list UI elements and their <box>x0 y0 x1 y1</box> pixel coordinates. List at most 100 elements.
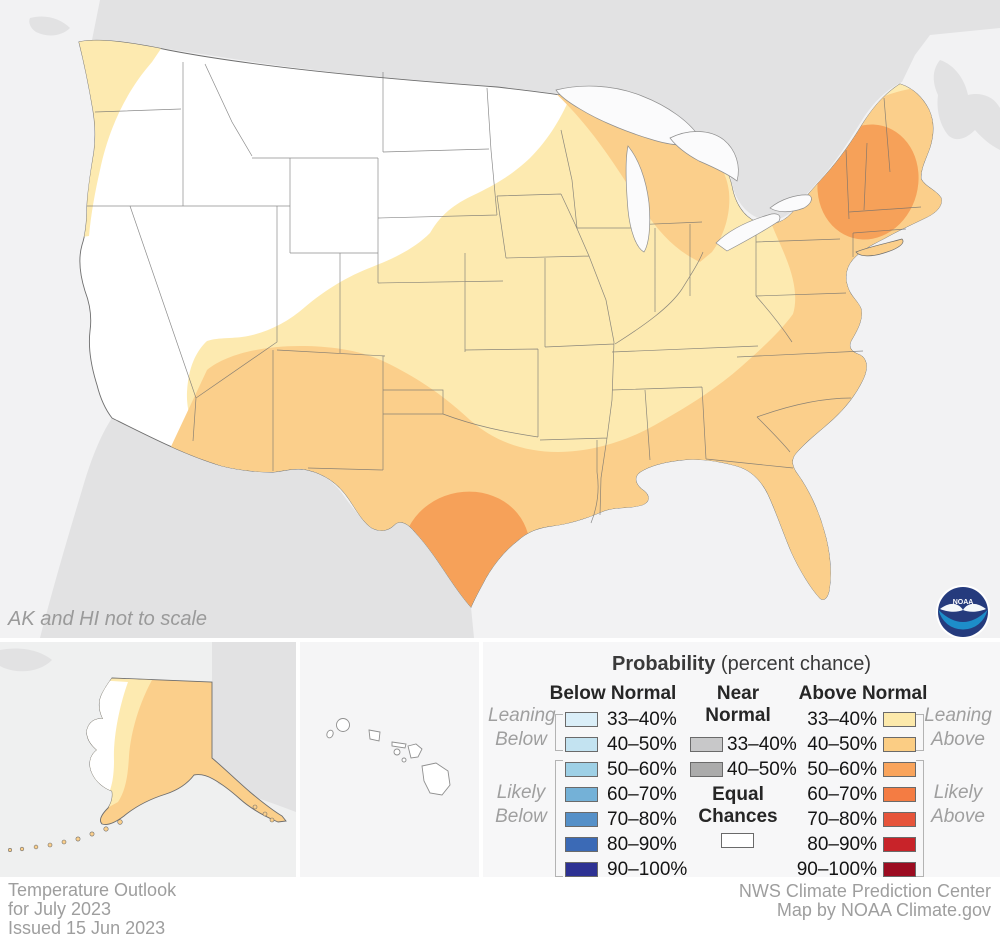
above-swatch-70-80 <box>883 812 916 827</box>
alaska-inset <box>0 642 296 877</box>
near-swatch-33-40 <box>690 737 723 752</box>
above-swatch-90-100 <box>883 862 916 877</box>
likely-below-bracket <box>555 760 563 877</box>
lake-ontario <box>769 194 812 213</box>
near-label-40-50: 40–50% <box>727 759 797 780</box>
footer-source: NWS Climate Prediction Center <box>738 881 991 901</box>
noaa-seagull-icon <box>940 603 986 612</box>
leaning-below-label: Leaning Below <box>488 704 556 752</box>
leaning-below-bracket <box>555 714 563 751</box>
mexico <box>40 418 474 638</box>
near-swatch-40-50 <box>690 762 723 777</box>
state-borders <box>87 62 922 524</box>
footer-mapby: Map by NOAA Climate.gov <box>776 900 991 920</box>
noaa-logo: NOAA <box>936 585 990 639</box>
neighbor-land <box>29 0 1000 638</box>
lake-huron <box>669 131 739 182</box>
near-header-line2: Normal <box>705 705 771 726</box>
oahu-island <box>368 729 381 742</box>
noaa-logo-blue <box>938 610 988 630</box>
below-label-40-50: 40–50% <box>607 734 677 755</box>
below-label-50-60: 50–60% <box>607 759 677 780</box>
hawaiian-islands <box>326 718 451 796</box>
likely-above-label: Likely Above <box>922 781 994 829</box>
above-label-70-80: 70–80% <box>807 809 877 830</box>
lake-michigan <box>625 145 651 253</box>
below-swatch-90-100 <box>565 862 598 877</box>
equal-chances-line2: Chances <box>698 806 778 827</box>
below-normal-header: Below Normal <box>549 683 677 704</box>
niihau-island <box>326 729 334 739</box>
below-swatch-80-90 <box>565 837 598 852</box>
above-swatch-80-90 <box>883 837 916 852</box>
footer-title: Temperature Outlook <box>8 880 177 900</box>
equal-chances-line1: Equal <box>712 784 764 805</box>
above-label-40-50: 40–50% <box>807 734 877 755</box>
below-swatch-33-40 <box>565 712 598 727</box>
below-label-70-80: 70–80% <box>607 809 677 830</box>
above-40-50-region <box>160 87 942 607</box>
alaska-svg <box>0 642 296 877</box>
below-label-90-100: 90–100% <box>607 859 688 880</box>
likely-above-bracket <box>916 760 924 877</box>
footer-attribution-left: Temperature Outlook for July 2023 Issued… <box>8 881 176 938</box>
below-label-80-90: 80–90% <box>607 834 677 855</box>
conus-outlook-map: NOAA AK and HI not to scale <box>0 0 1000 639</box>
below-swatch-40-50 <box>565 737 598 752</box>
hi-ocean <box>300 642 479 877</box>
below-label-60-70: 60–70% <box>607 784 677 805</box>
legend-title: Probability (percent chance) <box>483 653 1000 676</box>
below-swatch-50-60 <box>565 762 598 777</box>
below-label-33-40: 33–40% <box>607 709 677 730</box>
footer-period: for July 2023 <box>8 899 112 919</box>
vancouver-island <box>29 16 70 36</box>
lake-erie <box>715 213 781 252</box>
legend-title-bold: Probability <box>612 653 716 675</box>
likely-below-line2: Below <box>495 806 547 827</box>
below-swatch-60-70 <box>565 787 598 802</box>
below-swatch-70-80 <box>565 812 598 827</box>
above-label-50-60: 50–60% <box>807 759 877 780</box>
leaning-above-label: Leaning Above <box>922 704 994 752</box>
ak-canada <box>212 642 296 812</box>
footer-issued: Issued 15 Jun 2023 <box>8 918 166 938</box>
above-normal-header: Above Normal <box>798 683 928 704</box>
above-swatch-33-40 <box>883 712 916 727</box>
long-island <box>855 238 904 257</box>
above-label-90-100: 90–100% <box>796 859 877 880</box>
leaning-above-bracket <box>916 714 924 751</box>
above-label-80-90: 80–90% <box>807 834 877 855</box>
maritimes <box>933 60 1000 150</box>
maui-island <box>407 743 423 759</box>
likely-above-line2: Above <box>931 806 985 827</box>
aleutian-islands <box>8 804 275 853</box>
near-normal-header: Near Normal <box>683 683 793 727</box>
above-label-60-70: 60–70% <box>807 784 877 805</box>
above-swatch-60-70 <box>883 787 916 802</box>
footer-attribution-right: NWS Climate Prediction Center Map by NOA… <box>739 882 991 920</box>
equal-chances-header: Equal Chances <box>683 784 793 828</box>
above-swatch-40-50 <box>883 737 916 752</box>
legend-title-rest: (percent chance) <box>715 653 871 675</box>
hawaii-inset <box>300 642 479 877</box>
leaning-below-line1: Leaning <box>488 705 556 726</box>
scale-note: AK and HI not to scale <box>8 608 208 630</box>
kauai-island <box>336 718 350 732</box>
leaning-above-line2: Above <box>931 729 985 750</box>
above-label-33-40: 33–40% <box>807 709 877 730</box>
likely-below-line1: Likely <box>496 782 546 803</box>
canada <box>92 0 1000 221</box>
near-label-33-40: 33–40% <box>727 734 797 755</box>
noaa-logo-text: NOAA <box>953 599 974 606</box>
near-header-line1: Near <box>716 683 760 704</box>
molokai-island <box>391 741 407 749</box>
great-lakes <box>555 85 812 253</box>
leaning-below-line2: Below <box>495 729 547 750</box>
probability-legend: Probability (percent chance) Below Norma… <box>483 642 1000 880</box>
lanai-island <box>393 748 401 756</box>
ak-russia <box>0 648 52 672</box>
kahoolawe-island <box>401 757 407 763</box>
hawaii-svg <box>300 642 479 877</box>
conus-map-svg: NOAA <box>0 0 1000 639</box>
leaning-above-line1: Leaning <box>924 705 992 726</box>
